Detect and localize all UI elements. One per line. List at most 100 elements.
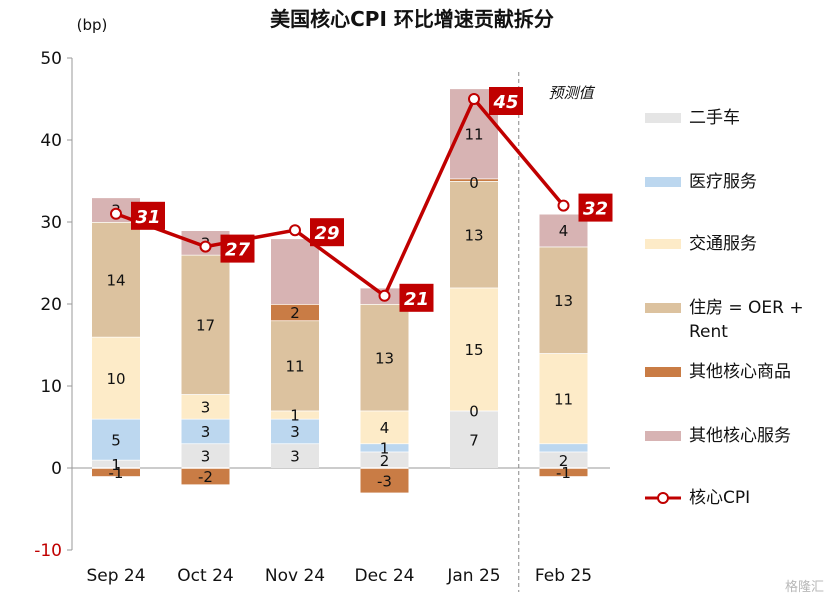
- legend-item-used-cars: 二手车: [645, 106, 819, 130]
- bar-labels: 151014-1333317-2333111221413-37015131121…: [106, 125, 573, 490]
- legend-label: 核心CPI: [689, 488, 751, 508]
- bar-value-label: 3: [201, 423, 211, 441]
- x-axis-ticks: Sep 24 Oct 24 Nov 24 Dec 24 Jan 25 Feb 25: [86, 566, 592, 586]
- y-axis-unit: (bp): [77, 16, 108, 34]
- y-tick-label: 10: [40, 377, 62, 397]
- legend-swatch: [645, 303, 681, 313]
- legend-item-transport-services: 交通服务: [645, 232, 819, 256]
- bar-segment: [271, 443, 319, 468]
- legend-label: 交通服务: [689, 234, 757, 254]
- bar-segment: [271, 304, 319, 321]
- core-cpi-label: 29: [314, 223, 339, 244]
- legend-label: 二手车: [689, 108, 740, 128]
- core-cpi-label: 31: [135, 207, 160, 228]
- x-tick-label: Jan 25: [446, 566, 500, 586]
- bar-segment: [360, 451, 409, 468]
- bar-value-label: 17: [196, 317, 215, 335]
- x-tick-label: Feb 25: [535, 566, 592, 586]
- bar-segment: [181, 394, 230, 419]
- bar-value-label: -1: [109, 464, 124, 482]
- core-cpi-label-box: [220, 234, 255, 263]
- bar-segment: [450, 410, 498, 468]
- bar-segment: [360, 410, 409, 444]
- x-tick-label: Sep 24: [86, 566, 145, 586]
- bar-value-label: 3: [290, 448, 300, 466]
- bar-value-label: 3: [201, 399, 211, 417]
- core-cpi-point: [199, 240, 212, 253]
- bar-value-label: 15: [464, 341, 483, 359]
- watermark: 格隆汇: [784, 580, 824, 595]
- core-cpi-point: [557, 199, 570, 212]
- bar-segment: [360, 304, 409, 411]
- bar-segment: [360, 468, 409, 493]
- legend-swatch: [645, 431, 681, 441]
- bar-value-label: 11: [464, 125, 483, 143]
- y-tick-label: -10: [34, 541, 62, 561]
- legend-item-medical-services: 医疗服务: [645, 170, 819, 194]
- y-tick-label: 50: [40, 49, 62, 69]
- bar-value-label: 2: [559, 452, 569, 470]
- bar-value-label: 0: [469, 174, 479, 192]
- bars: [92, 87, 588, 493]
- bar-segment: [539, 451, 588, 468]
- core-cpi-point: [110, 207, 122, 220]
- x-tick-label: Dec 24: [355, 566, 415, 586]
- bar-segment: [539, 353, 588, 444]
- bar-segment: [539, 246, 588, 354]
- y-tick-label: 30: [40, 213, 62, 233]
- bar-value-label: 7: [469, 431, 479, 449]
- bar-segment: [92, 418, 140, 460]
- bar-segment: [450, 181, 498, 288]
- legend-label: 住房 = OER + Rent: [689, 298, 804, 342]
- bar-segment: [92, 222, 140, 337]
- bar-value-label: 1: [111, 456, 121, 474]
- bar-value-label: -3: [377, 472, 392, 490]
- bar-value-label: 5: [111, 431, 121, 449]
- bar-value-label: -1: [556, 464, 571, 482]
- bar-segment: [360, 443, 409, 452]
- bar-segment: [450, 287, 498, 411]
- x-tick-label: Nov 24: [265, 566, 325, 586]
- core-cpi-point: [289, 224, 301, 237]
- forecast-label: 预测值: [548, 84, 595, 102]
- bar-value-label: -2: [198, 468, 213, 486]
- core-cpi-label-box: [131, 201, 165, 230]
- bar-segment: [539, 468, 588, 477]
- bar-segment: [92, 336, 140, 419]
- bar-value-label: 1: [380, 440, 390, 458]
- chart-title: 美国核心CPI 环比增速贡献拆分: [270, 7, 554, 31]
- bar-segment: [181, 254, 230, 395]
- core-cpi-polyline: [115, 97, 565, 298]
- bar-segment: [450, 178, 498, 181]
- bar-value-label: 14: [106, 271, 125, 289]
- bar-segment: [539, 443, 588, 452]
- bar-segment: [271, 320, 319, 411]
- x-tick-label: Oct 24: [177, 566, 233, 586]
- legend-item-core-cpi: 核心CPI: [645, 486, 819, 510]
- bar-segment: [181, 418, 230, 444]
- core-cpi-point: [468, 93, 480, 105]
- bar-value-label: 1: [290, 407, 300, 425]
- bar-value-label: 2: [290, 304, 300, 322]
- core-cpi-label-box: [489, 87, 523, 115]
- bar-value-label: 13: [554, 292, 573, 310]
- bar-segment: [271, 238, 319, 304]
- core-cpi-label: 32: [583, 199, 608, 220]
- bar-segment: [181, 443, 230, 468]
- core-cpi-label-box: [399, 283, 434, 312]
- legend-label: 其他核心服务: [689, 426, 791, 446]
- legend-swatch: [645, 239, 681, 249]
- bar-value-label: 3: [290, 423, 300, 441]
- core-cpi-point: [378, 289, 391, 302]
- bar-segment: [271, 410, 319, 419]
- bar-value-label: 13: [464, 226, 483, 244]
- bar-segment: [271, 418, 319, 444]
- bar-value-label: 4: [380, 419, 390, 437]
- core-cpi-label: 45: [492, 92, 518, 113]
- bar-value-label: 11: [285, 358, 304, 376]
- legend-swatch: [645, 367, 681, 377]
- y-tick-label: 20: [40, 295, 62, 315]
- legend-item-housing: 住房 = OER + Rent: [645, 296, 819, 344]
